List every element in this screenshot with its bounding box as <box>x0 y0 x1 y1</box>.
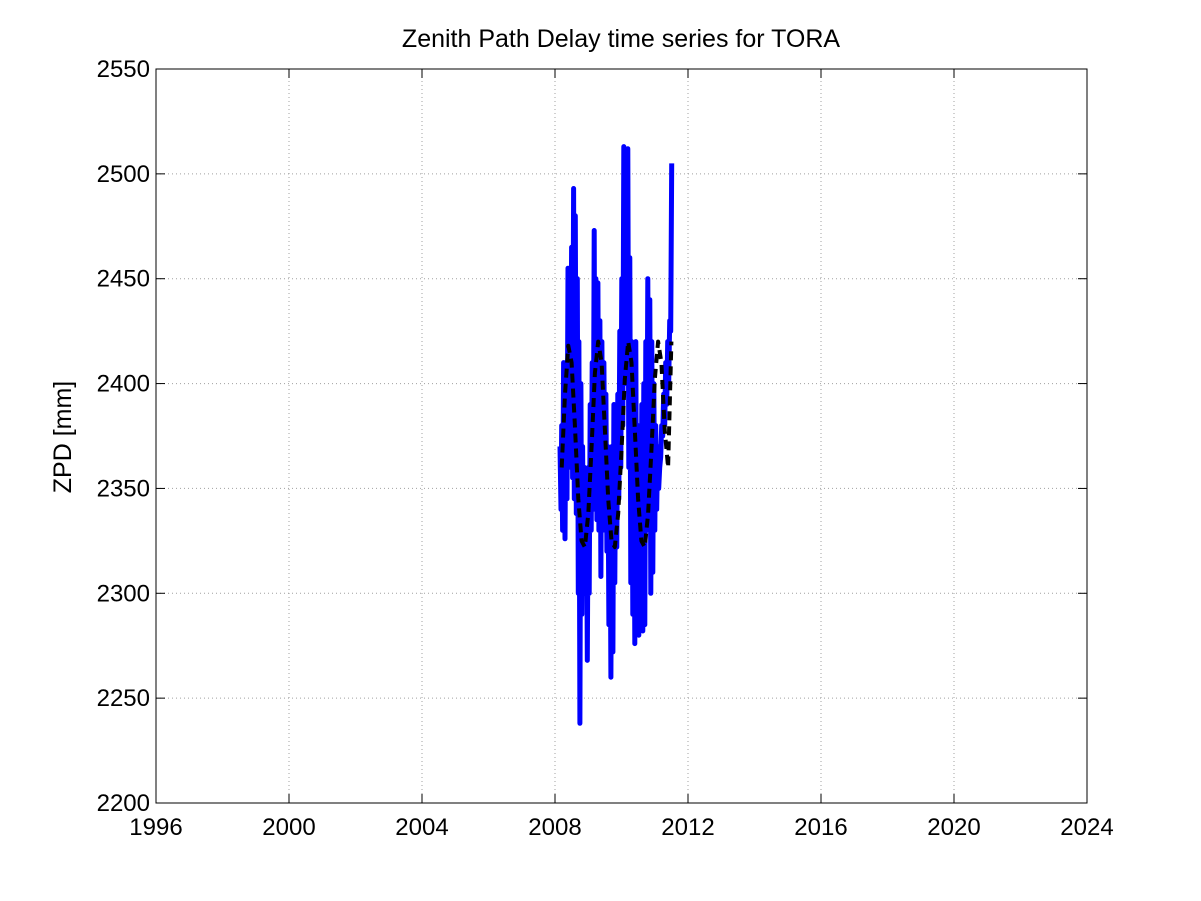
y-tick-label: 2400 <box>97 371 150 398</box>
y-tick-label: 2300 <box>97 580 150 607</box>
y-tick-label: 2500 <box>97 161 150 188</box>
y-tick-label: 2250 <box>97 685 150 712</box>
y-tick-label: 2350 <box>97 475 150 502</box>
x-tick-label: 2000 <box>262 814 315 841</box>
x-tick-label: 2020 <box>927 814 980 841</box>
x-tick-label: 2012 <box>661 814 714 841</box>
x-tick-label: 2004 <box>395 814 448 841</box>
x-tick-label: 1996 <box>129 814 182 841</box>
tick-labels: 1996 2000 2004 2008 2012 2016 2020 2024 2200 2250… <box>97 56 1114 841</box>
x-tick-label: 2016 <box>794 814 847 841</box>
y-tick-label: 2450 <box>97 266 150 293</box>
chart-title: Zenith Path Delay time series for TORA <box>402 25 840 53</box>
axis-ticks <box>155 68 1088 804</box>
model-series-line <box>559 339 674 550</box>
y-tick-label: 2200 <box>97 790 150 817</box>
zpd-series-line <box>557 144 675 726</box>
series-layer <box>557 144 675 726</box>
x-tick-label: 2024 <box>1060 814 1113 841</box>
plot-frame <box>155 68 1088 804</box>
y-tick-label: 2550 <box>97 56 150 83</box>
x-tick-label: 2008 <box>528 814 581 841</box>
y-axis-label: ZPD [mm] <box>49 381 77 494</box>
